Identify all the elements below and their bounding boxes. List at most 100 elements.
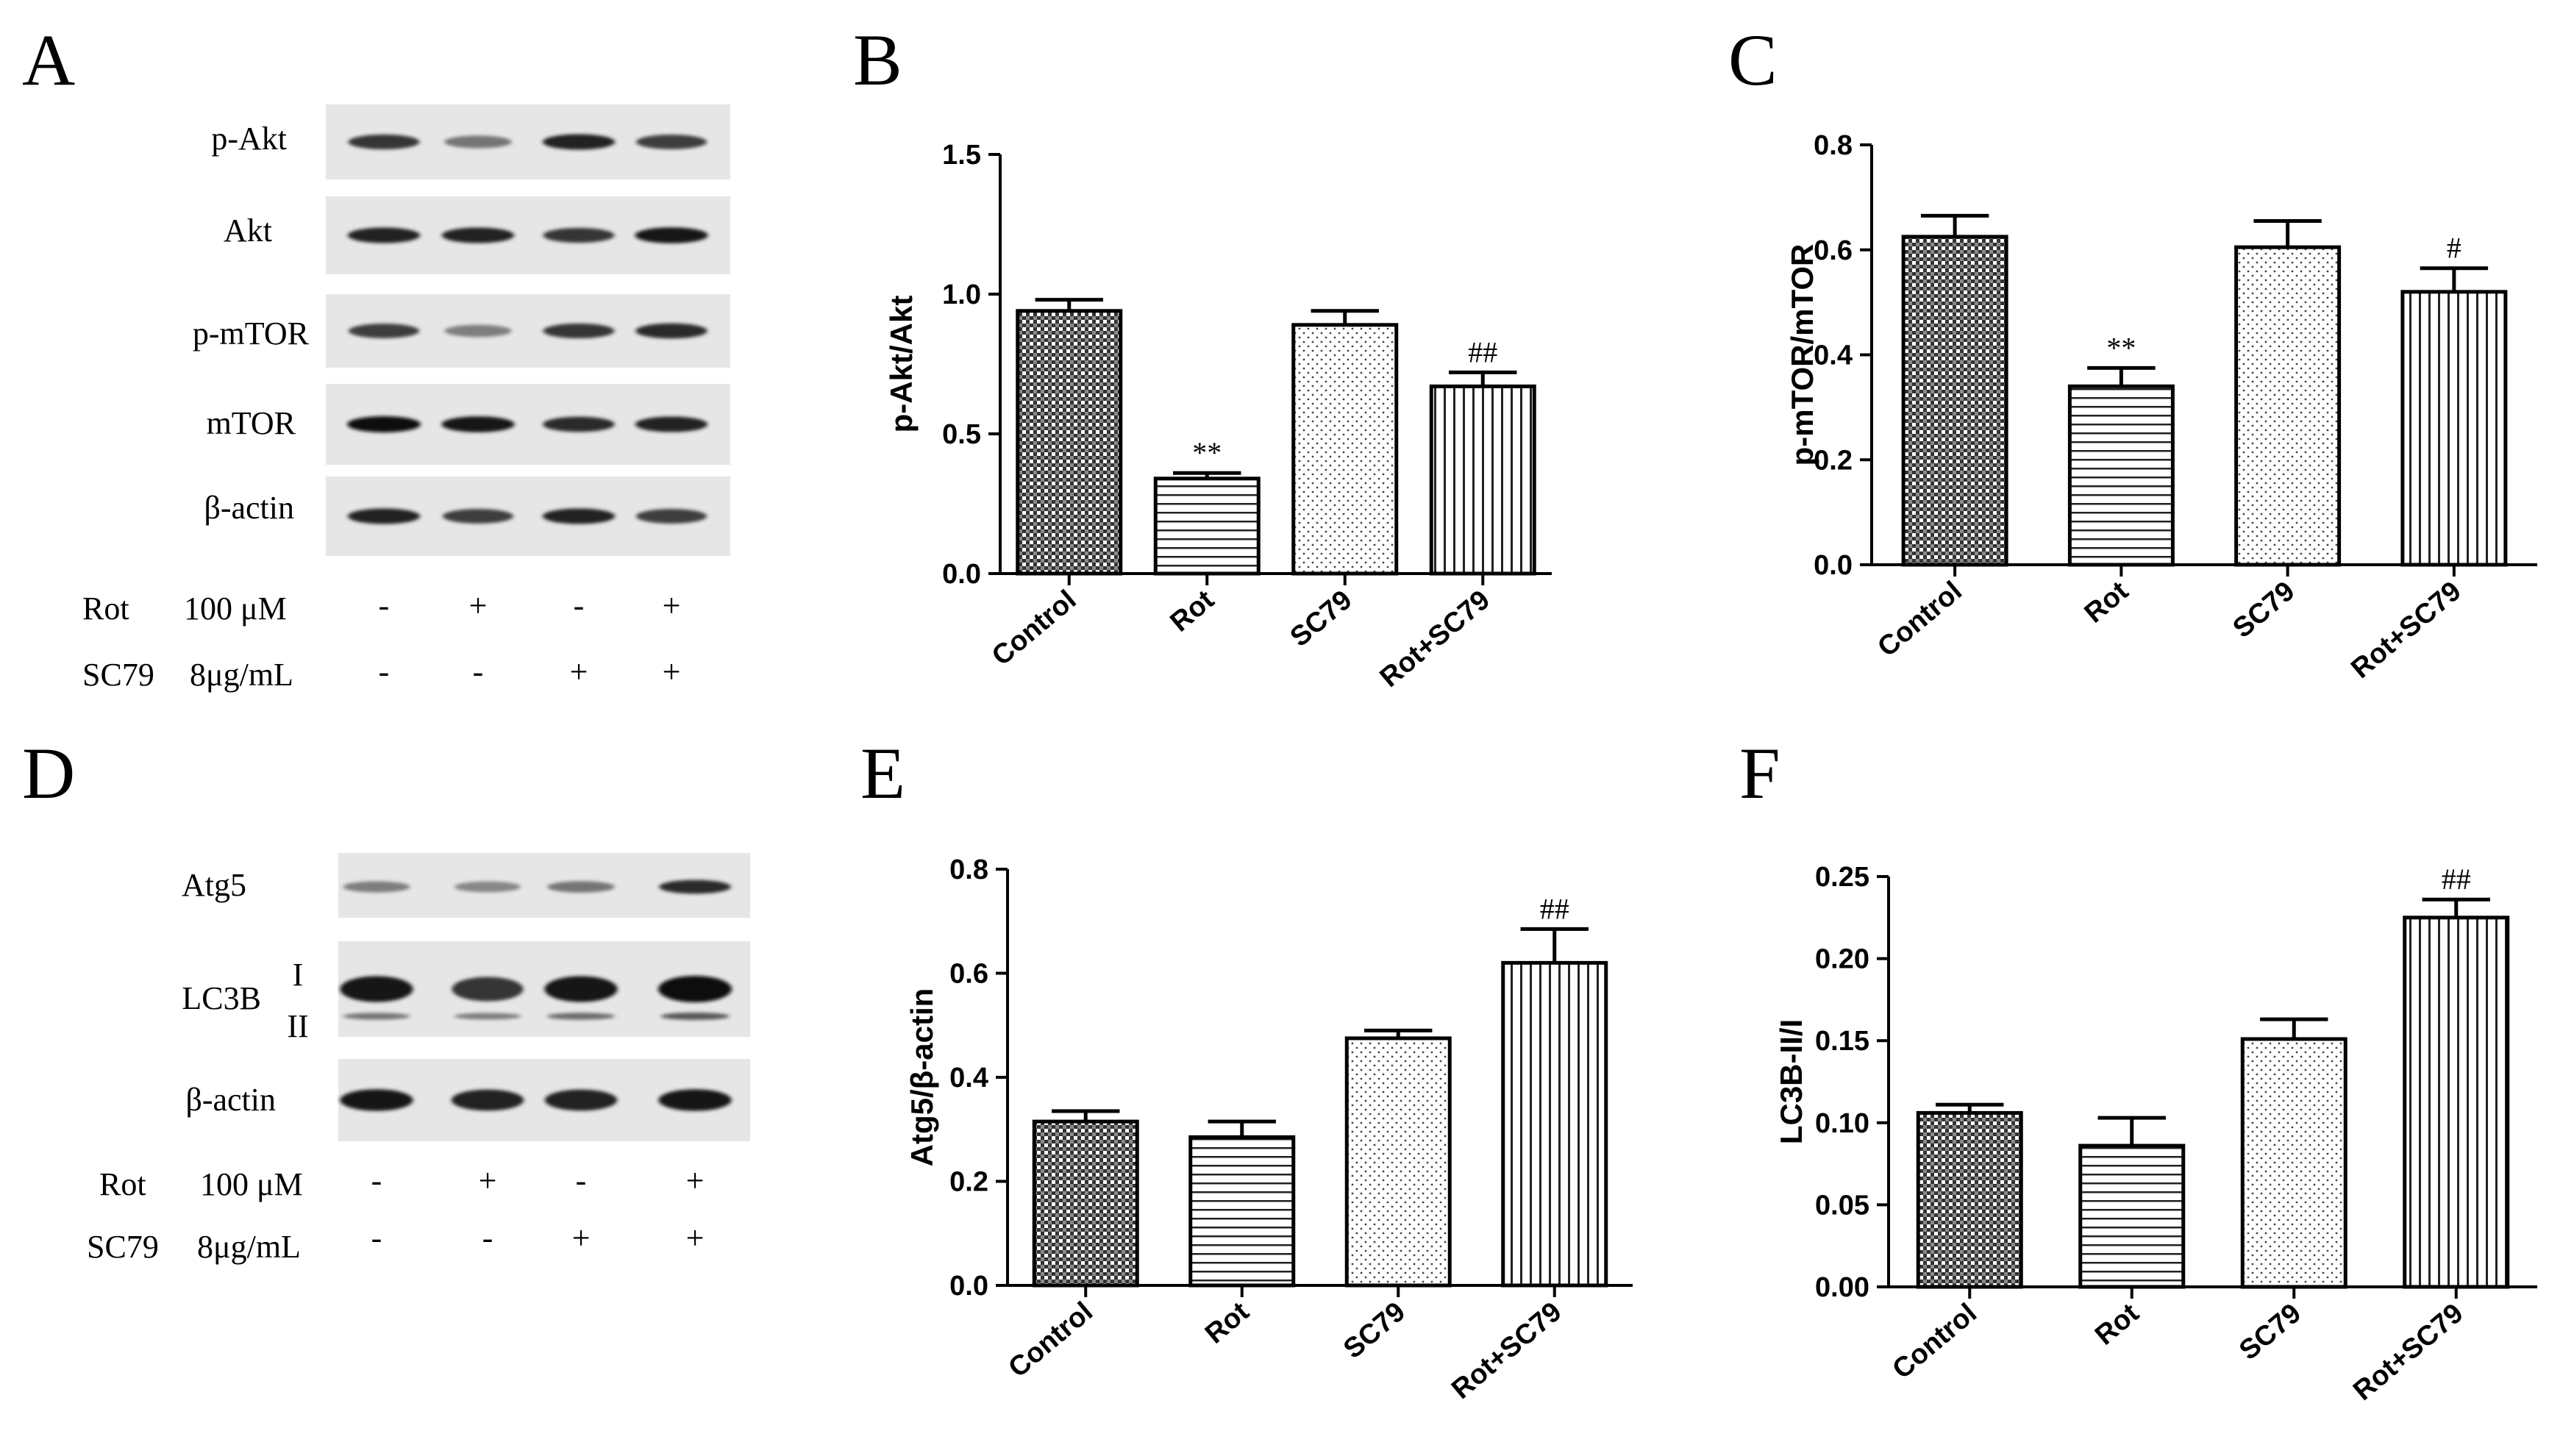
blot-a-strip-1 [326,104,730,179]
significance-label: ## [1468,335,1497,368]
blot-d-strip-lc3b-band [343,1013,410,1020]
bar [1291,323,1399,576]
blot-d-strip-actin [338,1059,750,1141]
bar [1188,1135,1296,1288]
x-tick-label: SC79 [1285,585,1358,653]
significance-label: ## [2442,863,2471,896]
y-tick-label: 0.15 [1815,1026,1869,1057]
blot-a-cond-sc79-dose: 8μg/mL [190,657,293,693]
blot-d-strip-actin-band [451,1089,524,1111]
blot-a-strip-4-band [635,416,708,432]
x-tick-label: Control [986,585,1082,672]
x-tick-label: Rot [2079,576,2135,629]
blot-d-sign: - [371,1220,382,1256]
x-tick-label: Rot+SC79 [2347,1298,2469,1407]
bar [2067,384,2175,567]
blot-a-sign: + [570,654,588,690]
bar [1016,309,1123,576]
panel-label-e: E [860,732,905,814]
blot-a-label-p-akt: p-Akt [211,121,287,157]
blot-a-strip-5-band [542,508,616,524]
blot-a-sign: - [379,588,390,624]
blot-a-strip-4-band [441,416,515,432]
blot-a-label-p-mtor: p-mTOR [193,315,310,351]
blot-d-strip-lc3b-band [658,976,732,1002]
significance-label: ## [1540,892,1569,925]
blot-d-sign: - [371,1163,382,1199]
blot-d-sign: + [686,1220,705,1256]
blot-d-cond-sc79-name: SC79 [87,1229,159,1265]
x-tick-label: Rot [2089,1298,2145,1352]
blot-d-strip-lc3b-band [544,976,618,1002]
blot-a-strip-3-band [348,324,420,338]
blot-d-cond-rot-name: Rot [99,1166,146,1202]
bar [1153,477,1261,576]
y-axis-label: p-mTOR/mTOR [1785,244,1819,466]
blot-d-label-atg5: Atg5 [182,867,246,903]
blot-d-cond-rot-dose: 100 μM [200,1166,303,1202]
significance-label: ** [1192,436,1222,469]
blot-a-strip-1-band [635,135,707,149]
y-tick-label: 0.2 [949,1167,988,1198]
bar [1429,384,1536,576]
blot-a-strip-5-band [442,509,514,524]
blot-a: p-Akt Akt p-mTOR mTOR β-actin Rot 100 μM… [82,104,730,693]
bar [1344,1036,1452,1288]
blot-a-strip-3-band [635,323,707,339]
y-tick-label: 1.0 [942,279,981,310]
bar [2403,916,2510,1289]
y-tick-label: 1.5 [942,140,981,171]
blot-d-strip-atg5-band [659,879,731,894]
blot-d-strip-lc3b-band [454,1013,521,1020]
blot-d-label-actin: β-actin [185,1082,276,1118]
blot-a-sign: - [574,588,585,624]
blot-a-cond-sc79-name: SC79 [82,657,154,693]
blot-a-strip-4-band [543,416,615,432]
blot-a-label-akt: Akt [224,213,272,249]
bar [1032,1119,1139,1288]
blot-d-strips [338,853,750,1141]
blot-a-label-mtor: mTOR [207,405,296,441]
blot-d-cond-sc79-dose: 8μg/mL [197,1229,301,1265]
bar [1501,960,1608,1288]
blot-a-sign: + [469,588,488,624]
y-tick-label: 0.05 [1815,1190,1869,1221]
blot-a-strip-1-band [542,134,616,150]
blot-d-strip-atg5-band [547,881,615,893]
bar [1916,1110,2023,1289]
blot-a-strip-3 [326,294,730,368]
x-tick-label: Control [1872,576,1967,663]
blot-d-sign: + [572,1220,591,1256]
blot-a-label-actin: β-actin [204,490,294,526]
blot-d-strip-lc3b-band [452,977,524,1002]
y-tick-label: 0.0 [949,1271,988,1302]
blot-d-strip-lc3b [338,941,750,1037]
blot-d-sign: - [576,1163,587,1199]
y-tick-label: 0.20 [1815,944,1869,975]
blot-a-cond-rot-name: Rot [82,590,129,627]
blot-a-strip-3-band [444,324,512,338]
blot-d-sign: - [482,1220,493,1256]
y-tick-label: 0.6 [1814,235,1853,266]
blot-d-strip-actin-band [658,1089,732,1111]
x-tick-label: Rot+SC79 [2345,576,2467,685]
blot-d: Atg5 LC3B I II β-actin Rot 100 μM SC79 8… [87,853,750,1265]
blot-a-strip-1-band [444,135,512,149]
bar [2078,1143,2186,1289]
y-tick-label: 0.5 [942,419,981,450]
panel-label-a: A [22,19,75,101]
blot-d-sign: + [479,1163,497,1199]
blot-a-strip-2-band [635,227,708,243]
blot-a-strip-5-band [635,509,707,524]
y-axis-label: Atg5/β-actin [905,988,939,1167]
blot-d-strip-lc3b-band [340,976,413,1002]
y-tick-label: 0.2 [1814,445,1853,476]
blot-a-sign: + [663,588,681,624]
blot-d-sign: + [686,1163,705,1199]
panel-label-f: F [1739,732,1780,814]
y-tick-label: 0.10 [1815,1108,1869,1139]
y-tick-label: 0.8 [1814,130,1853,161]
y-tick-label: 0.6 [949,959,988,990]
blot-d-label-lc3b: LC3B [182,980,261,1016]
